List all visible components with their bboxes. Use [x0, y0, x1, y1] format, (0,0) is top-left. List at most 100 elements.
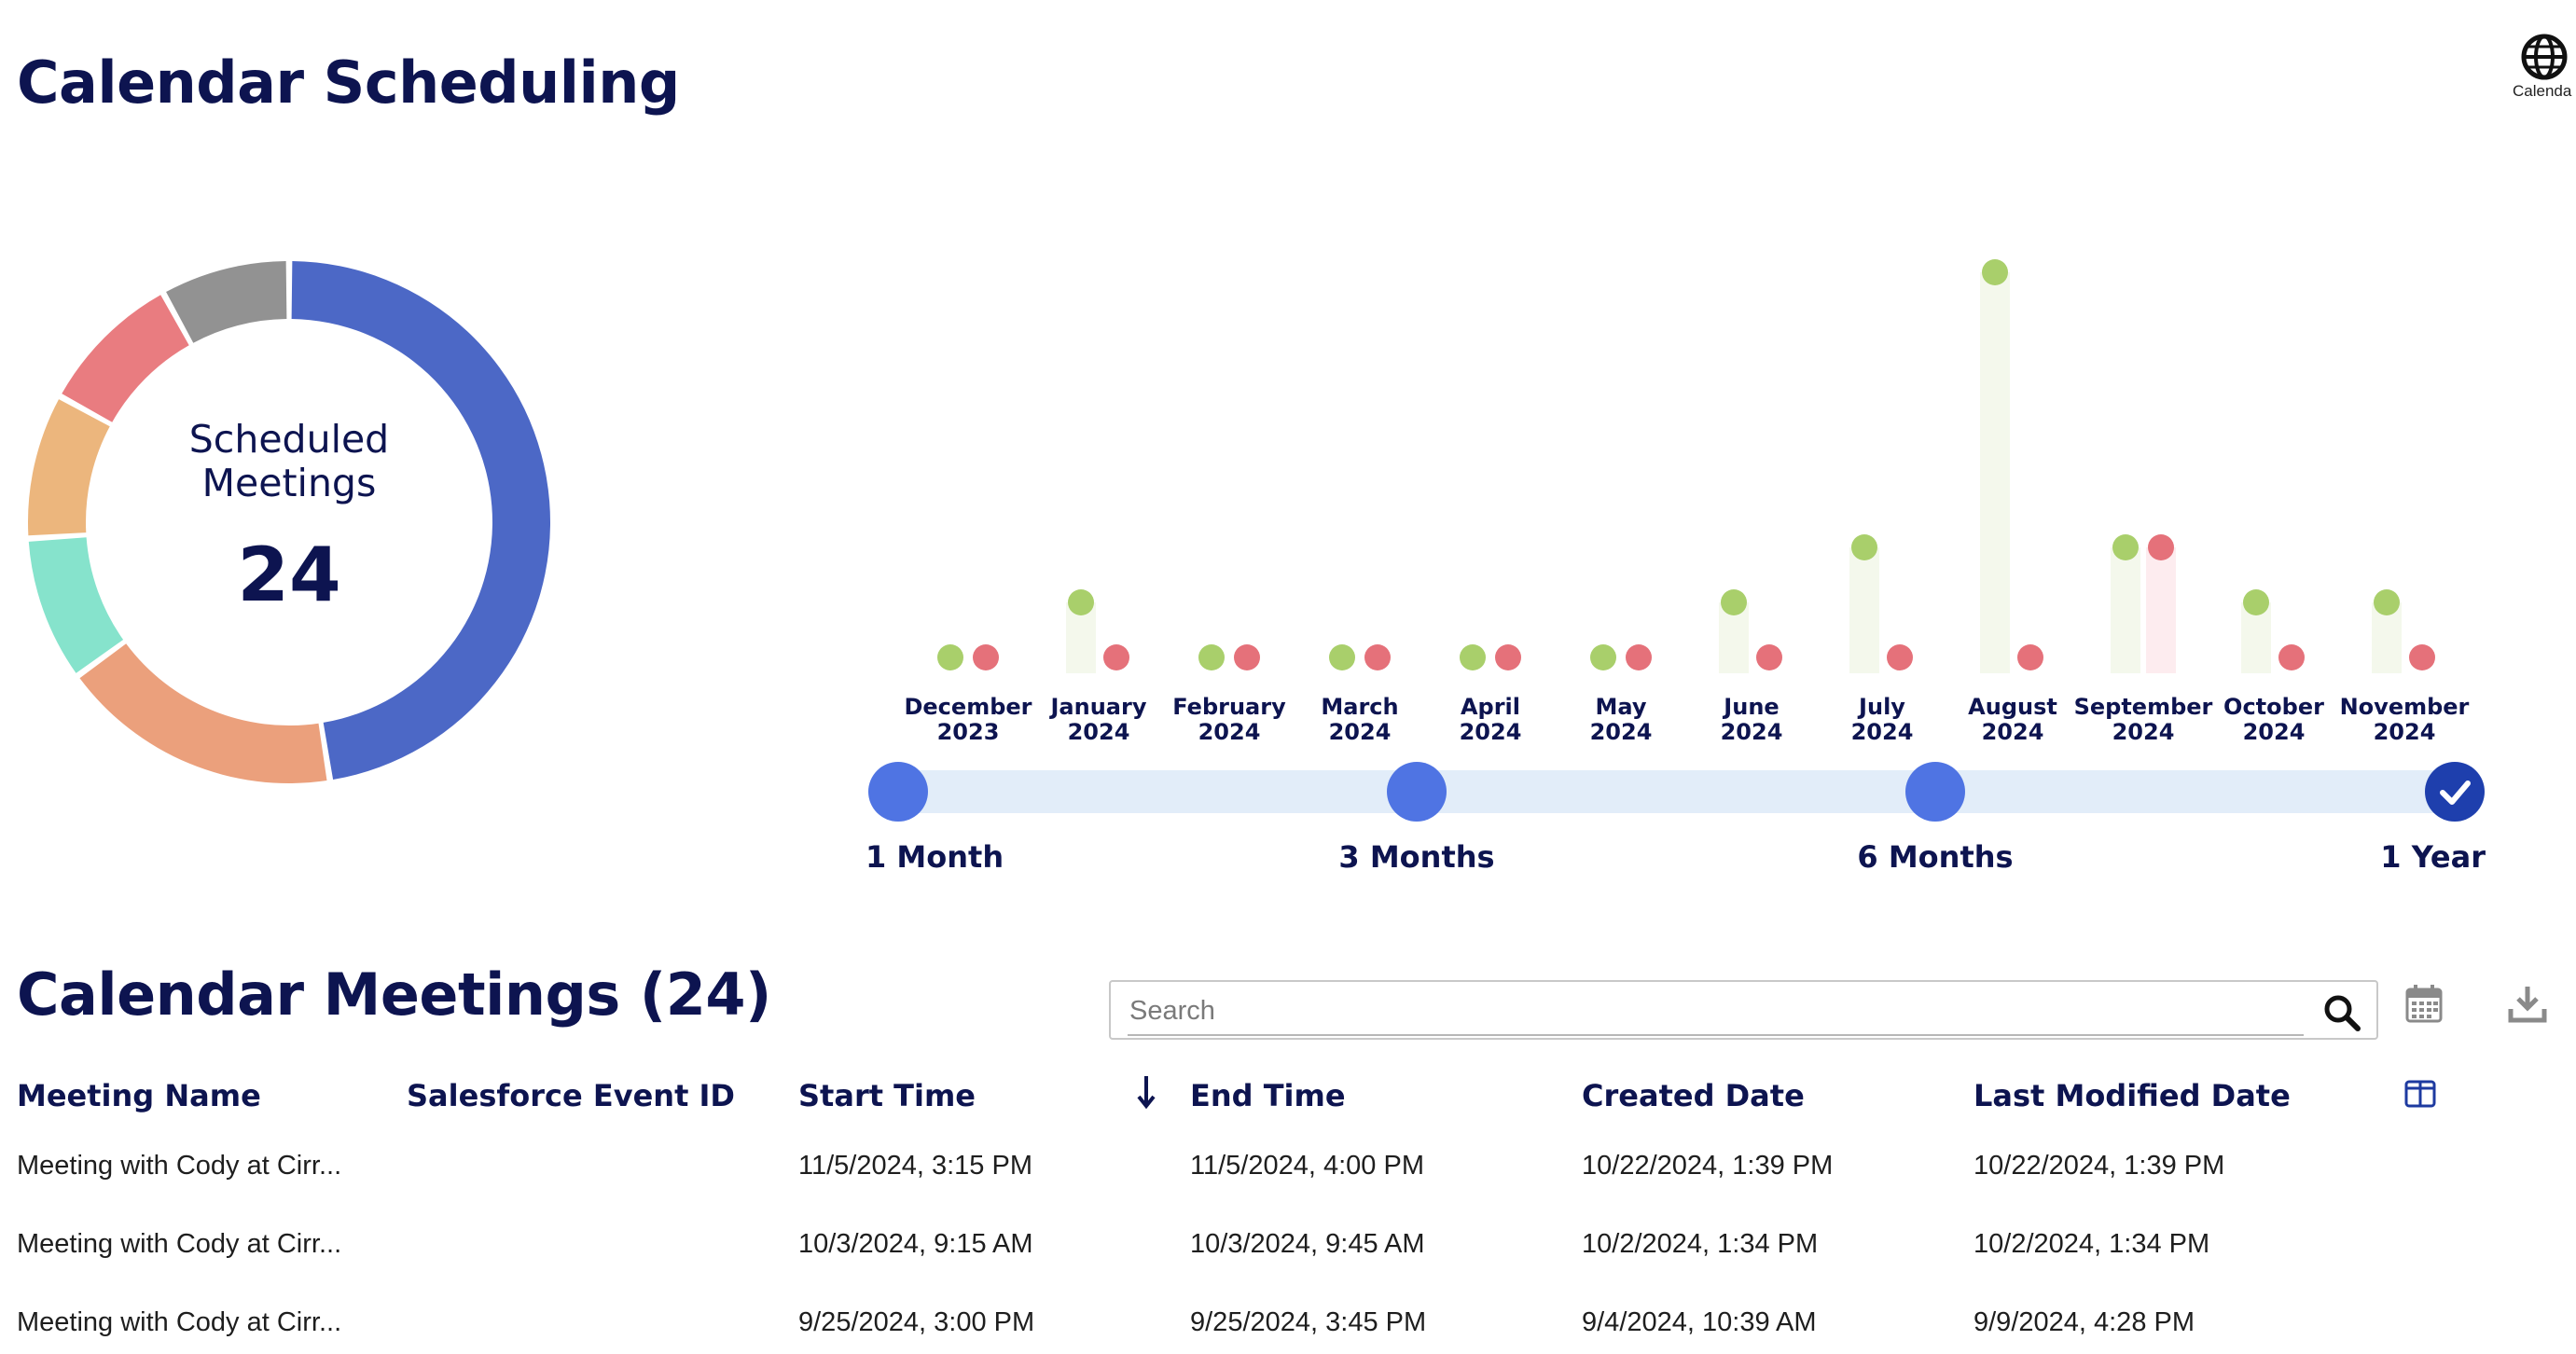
series-b-point[interactable]: [2148, 534, 2174, 560]
range-node[interactable]: [2425, 762, 2485, 822]
table-cell-modified: 9/9/2024, 4:28 PM: [1974, 1307, 2195, 1337]
month-label: 2024: [1982, 719, 2044, 745]
month-label: May: [1596, 694, 1647, 720]
table-cell-name[interactable]: Meeting with Cody at Cirr...: [17, 1307, 342, 1337]
series-b-point[interactable]: [2278, 644, 2305, 670]
scheduled-meetings-donut: [28, 261, 550, 783]
series-b-point[interactable]: [1756, 644, 1782, 670]
table-cell-name[interactable]: Meeting with Cody at Cirr...: [17, 1151, 342, 1181]
language-button[interactable]: Calenda: [2509, 34, 2576, 108]
month-label: January: [1049, 694, 1147, 720]
donut-segment[interactable]: [166, 261, 287, 343]
search-input[interactable]: [1128, 991, 2251, 1030]
monthly-meetings-chart: December2023January2024February2024March…: [866, 259, 2486, 875]
range-option-label[interactable]: 3 Months: [1338, 839, 1494, 875]
table-cell-modified: 10/2/2024, 1:34 PM: [1974, 1229, 2210, 1259]
series-a-point[interactable]: [937, 644, 963, 670]
series-b-point[interactable]: [1495, 644, 1521, 670]
month-label: August: [1968, 694, 2057, 720]
series-a-point[interactable]: [1721, 589, 1747, 615]
range-track[interactable]: [898, 770, 2455, 813]
table-cell-end: 10/3/2024, 9:45 AM: [1190, 1229, 1425, 1259]
series-a-point[interactable]: [1198, 644, 1225, 670]
columns-icon[interactable]: [2404, 1080, 2436, 1108]
month-label: 2023: [937, 719, 1000, 745]
series-a-point[interactable]: [2243, 589, 2269, 615]
meetings-section-title: Calendar Meetings (24): [17, 960, 771, 1029]
download-icon[interactable]: [2507, 983, 2548, 1024]
series-a-point[interactable]: [2112, 534, 2139, 560]
table-cell-created: 9/4/2024, 10:39 AM: [1582, 1307, 1817, 1337]
table-cell-created: 10/2/2024, 1:34 PM: [1582, 1229, 1819, 1259]
sort-descending-icon[interactable]: [1135, 1074, 1157, 1112]
range-option-label[interactable]: 6 Months: [1857, 839, 2013, 875]
donut-segment[interactable]: [291, 261, 550, 781]
month-label: 2024: [1198, 719, 1261, 745]
month-label: 2024: [2112, 719, 2175, 745]
month-label: December: [904, 694, 1032, 720]
column-header-meeting-name[interactable]: Meeting Name: [17, 1078, 261, 1113]
month-label: March: [1321, 694, 1398, 720]
column-header-modified-date[interactable]: Last Modified Date: [1974, 1078, 2291, 1113]
month-label: 2024: [1721, 719, 1783, 745]
series-a-point[interactable]: [1851, 534, 1877, 560]
month-label: 2024: [1460, 719, 1522, 745]
table-cell-name[interactable]: Meeting with Cody at Cirr...: [17, 1229, 342, 1259]
month-label: February: [1172, 694, 1286, 720]
month-label: 2024: [1068, 719, 1130, 745]
table-cell-end: 9/25/2024, 3:45 PM: [1190, 1307, 1427, 1337]
table-cell-created: 10/22/2024, 1:39 PM: [1582, 1151, 1834, 1181]
month-label: October: [2223, 694, 2324, 720]
language-label: Calenda: [2513, 82, 2572, 100]
donut-segment[interactable]: [62, 295, 189, 422]
month-label: 2024: [2243, 719, 2306, 745]
search-icon[interactable]: [2322, 993, 2361, 1032]
column-header-event-id[interactable]: Salesforce Event ID: [407, 1078, 735, 1113]
range-node[interactable]: [868, 762, 928, 822]
month-label: November: [2340, 694, 2470, 720]
series-a-point[interactable]: [1329, 644, 1355, 670]
series-a-bar: [1849, 547, 1879, 673]
month-label: April: [1461, 694, 1520, 720]
donut-segment[interactable]: [28, 537, 124, 673]
table-cell-modified: 10/22/2024, 1:39 PM: [1974, 1151, 2225, 1181]
table-cell-start: 10/3/2024, 9:15 AM: [798, 1229, 1033, 1259]
table-cell-start: 11/5/2024, 3:15 PM: [798, 1151, 1032, 1181]
month-label: 2024: [1329, 719, 1392, 745]
donut-segment[interactable]: [28, 399, 110, 536]
month-label: September: [2074, 694, 2213, 720]
series-a-point[interactable]: [1982, 259, 2008, 285]
series-b-point[interactable]: [1103, 644, 1129, 670]
range-option-label[interactable]: 1 Month: [866, 839, 1004, 875]
range-node[interactable]: [1905, 762, 1965, 822]
check-icon: [2440, 781, 2471, 805]
month-label: June: [1722, 694, 1779, 720]
series-a-point[interactable]: [2374, 589, 2400, 615]
table-cell-end: 11/5/2024, 4:00 PM: [1190, 1151, 1424, 1181]
series-b-bar: [2146, 547, 2176, 673]
series-a-point[interactable]: [1068, 589, 1094, 615]
range-node[interactable]: [1387, 762, 1447, 822]
donut-label: Scheduled Meetings: [188, 417, 390, 505]
series-b-point[interactable]: [2017, 644, 2043, 670]
series-b-point[interactable]: [1364, 644, 1391, 670]
series-b-point[interactable]: [1626, 644, 1652, 670]
page-title: Calendar Scheduling: [17, 48, 680, 117]
column-header-start-time[interactable]: Start Time: [798, 1078, 976, 1113]
series-a-bar: [1980, 272, 2010, 673]
globe-icon: [2521, 34, 2568, 80]
series-b-point[interactable]: [2409, 644, 2435, 670]
donut-segment[interactable]: [79, 643, 327, 783]
calendar-icon[interactable]: [2404, 983, 2444, 1024]
series-a-point[interactable]: [1460, 644, 1486, 670]
range-option-label[interactable]: 1 Year: [2380, 839, 2486, 875]
month-label: 2024: [1590, 719, 1653, 745]
series-a-point[interactable]: [1590, 644, 1616, 670]
series-b-point[interactable]: [973, 644, 999, 670]
donut-total: 24: [237, 532, 341, 618]
column-header-end-time[interactable]: End Time: [1190, 1078, 1346, 1113]
series-b-point[interactable]: [1234, 644, 1260, 670]
series-b-point[interactable]: [1887, 644, 1913, 670]
column-header-created-date[interactable]: Created Date: [1582, 1078, 1805, 1113]
table-cell-start: 9/25/2024, 3:00 PM: [798, 1307, 1035, 1337]
